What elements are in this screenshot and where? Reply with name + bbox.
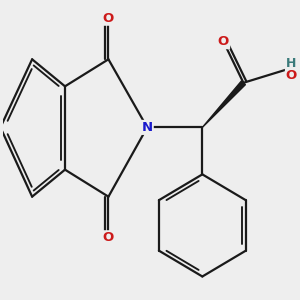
Text: O: O bbox=[218, 35, 229, 48]
Text: O: O bbox=[103, 12, 114, 25]
Text: O: O bbox=[286, 69, 297, 82]
Text: O: O bbox=[103, 231, 114, 244]
Text: N: N bbox=[142, 121, 153, 134]
Text: H: H bbox=[286, 57, 296, 70]
Polygon shape bbox=[202, 81, 245, 128]
